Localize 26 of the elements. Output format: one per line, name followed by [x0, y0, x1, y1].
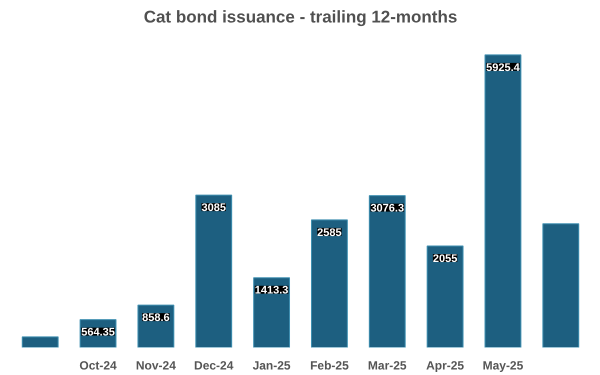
- data-label: 858.6: [142, 312, 170, 324]
- bar: [310, 219, 348, 348]
- bar: [195, 194, 232, 348]
- chart-title: Cat bond issuance - trailing 12-months: [144, 8, 458, 26]
- data-label: 564.35: [81, 326, 115, 339]
- x-tick-label: Nov-24: [136, 358, 176, 372]
- x-tick-label: Feb-25: [310, 358, 350, 372]
- x-tick-label: Mar-25: [368, 358, 407, 372]
- x-tick-label: May-25: [482, 358, 524, 372]
- data-label: 2585: [317, 226, 342, 239]
- data-label: 3085: [202, 202, 226, 214]
- data-label: 1413.3: [254, 284, 288, 297]
- data-label: 3076.3: [370, 202, 404, 215]
- bar: [137, 304, 174, 348]
- bar: [426, 246, 464, 348]
- x-tick-label: Apr-25: [426, 358, 464, 372]
- bar: [253, 277, 290, 348]
- bar: [22, 336, 59, 348]
- bar: [484, 54, 522, 348]
- x-tick-label: Oct-24: [79, 358, 118, 372]
- data-label: 2055: [432, 253, 458, 266]
- x-tick-label: Jan-25: [252, 358, 291, 372]
- bar: [542, 223, 580, 348]
- bar: [368, 195, 406, 348]
- data-label: 5925.4: [486, 62, 521, 74]
- x-tick-label: Dec-24: [194, 358, 234, 372]
